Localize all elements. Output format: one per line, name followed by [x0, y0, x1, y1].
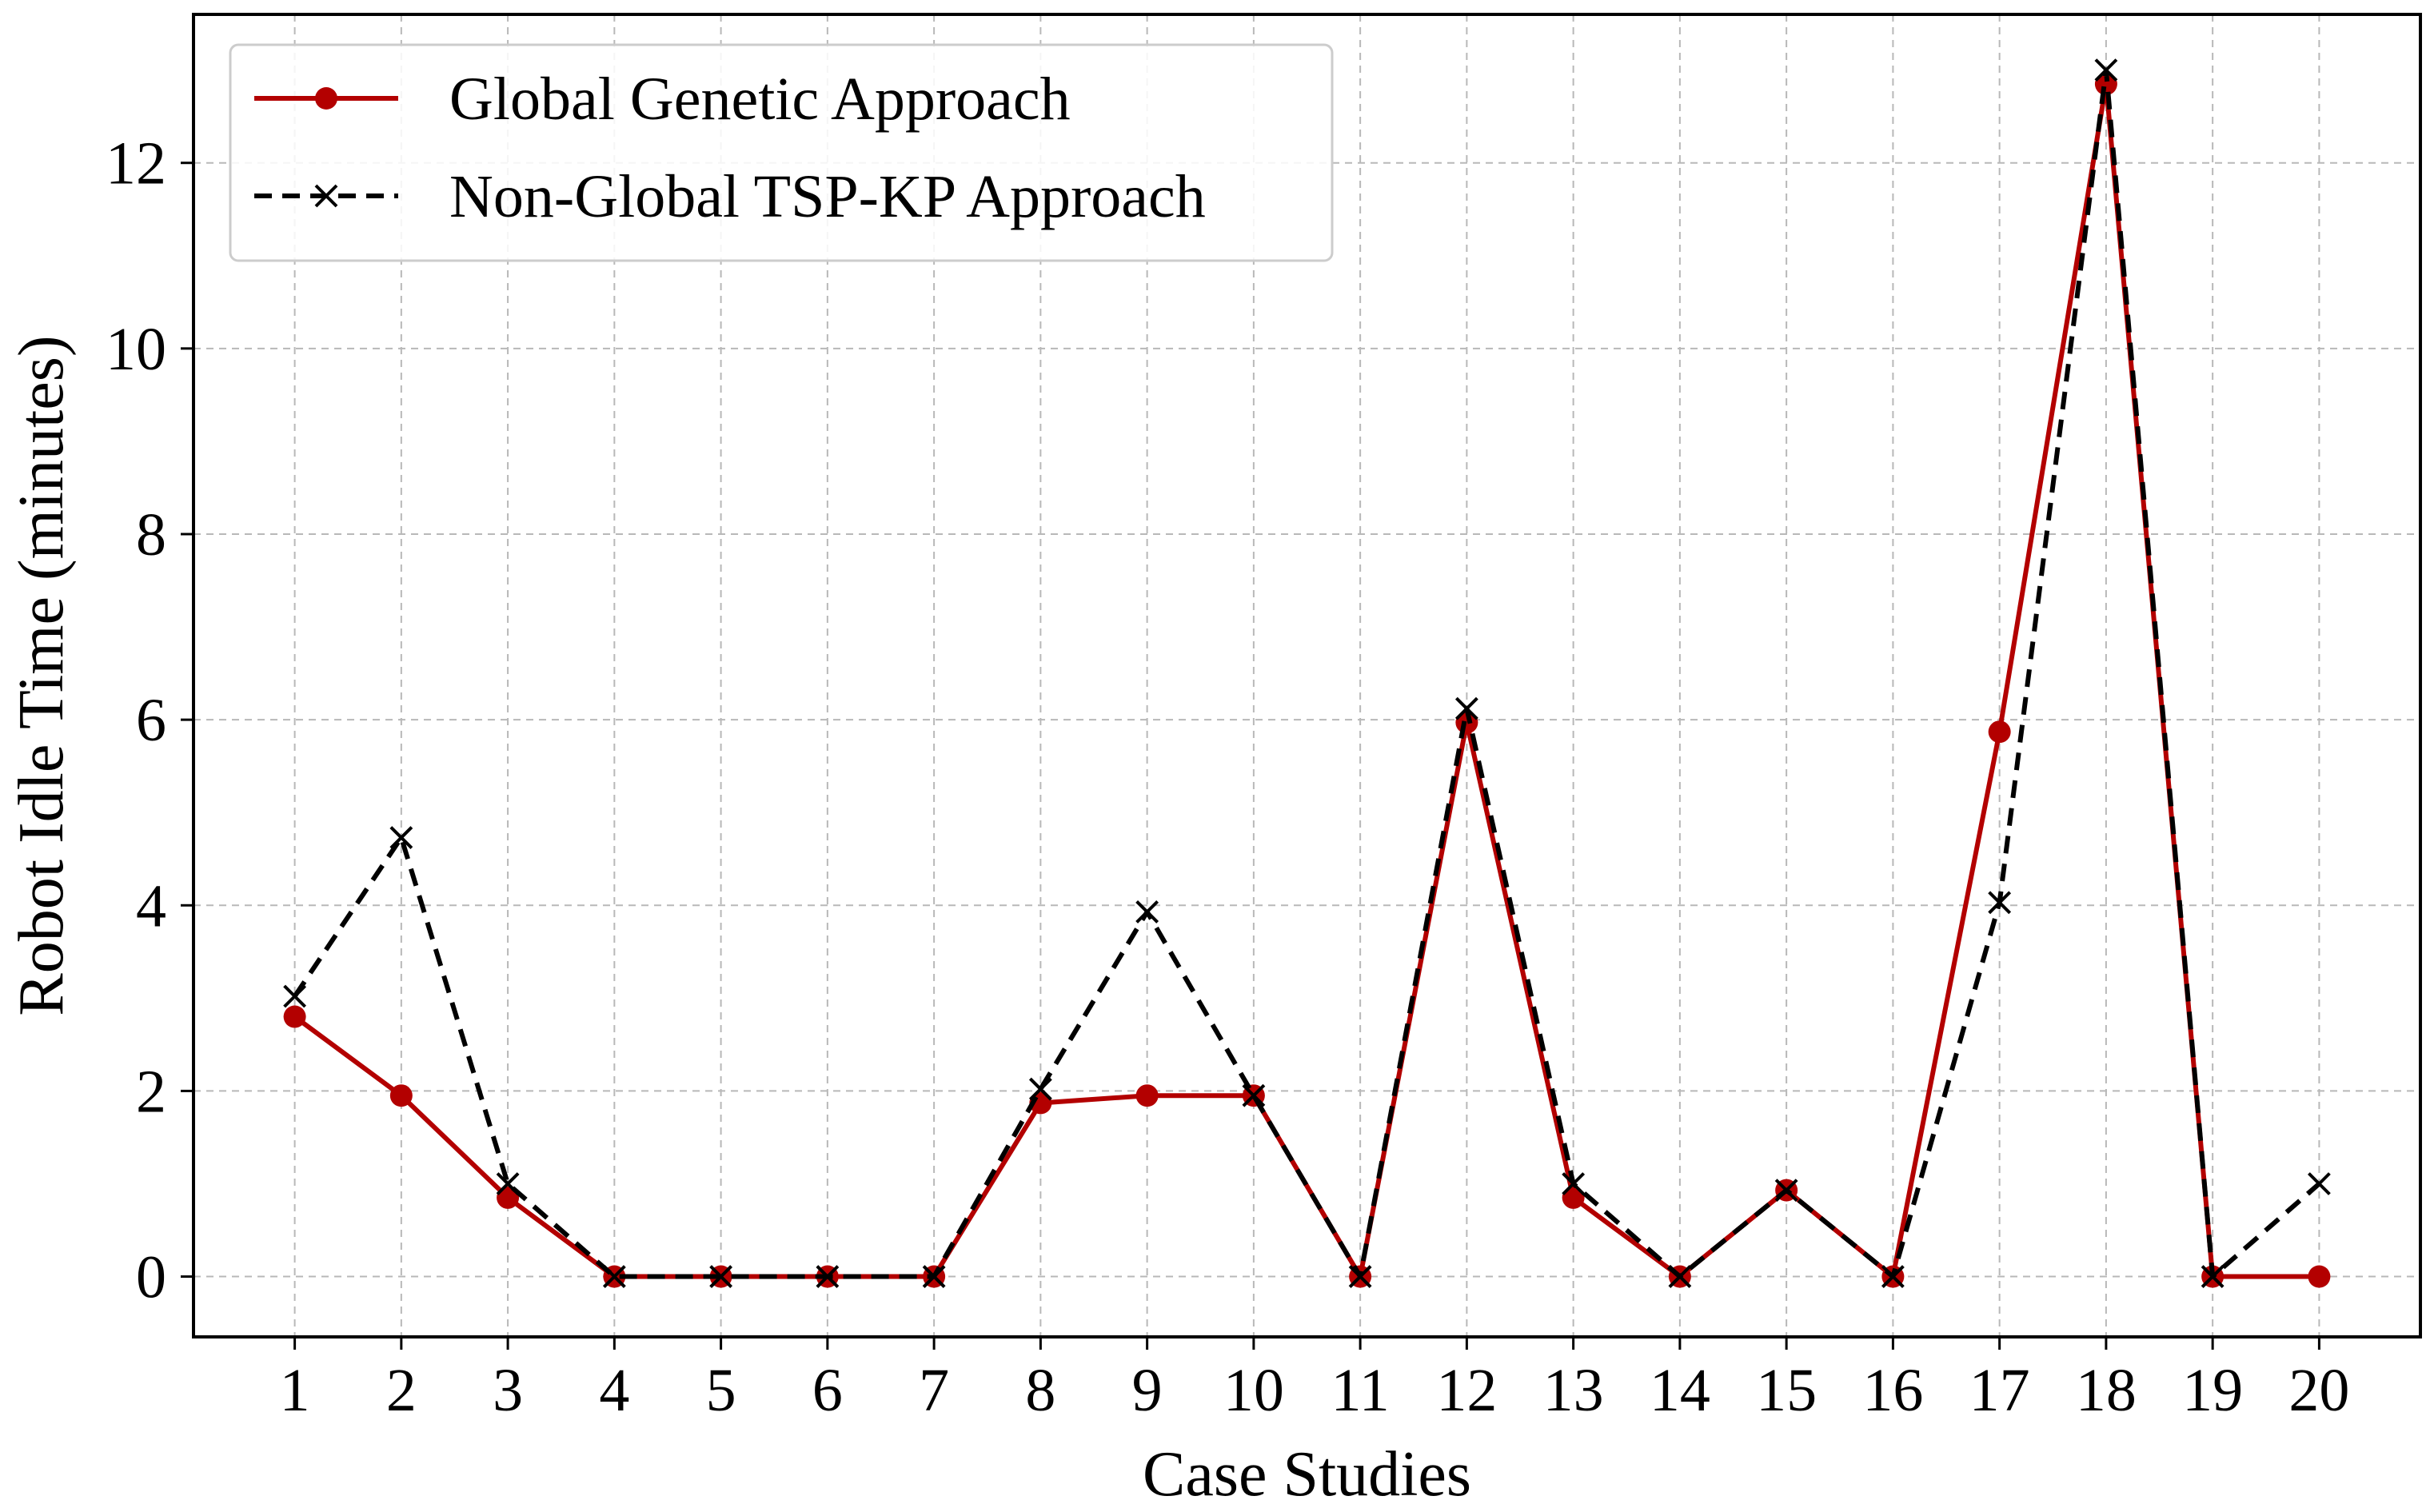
- data-point: [1988, 891, 2012, 915]
- data-point: [2308, 1265, 2331, 1288]
- legend-item: Non-Global TSP-KP Approach: [254, 163, 1206, 230]
- x-tick-label: 6: [812, 1357, 843, 1424]
- series: [283, 58, 2331, 1288]
- legend-box: [229, 43, 1334, 262]
- data-point: [816, 1265, 840, 1288]
- x-tick-label: 11: [1331, 1357, 1390, 1424]
- x-tick-label: 16: [1862, 1357, 1923, 1424]
- x-tick-label: 7: [919, 1357, 949, 1424]
- data-point: [2201, 1265, 2225, 1288]
- data-point: [2094, 58, 2118, 82]
- x-tick-label: 4: [599, 1357, 629, 1424]
- legend-item: Global Genetic Approach: [254, 66, 1071, 133]
- y-axis-title: Robot Idle Time (minutes): [6, 335, 77, 1015]
- x-tick-label: 1: [280, 1357, 310, 1424]
- data-point: [1135, 900, 1159, 924]
- data-point: [1454, 696, 1478, 720]
- x-axis-title: Case Studies: [1143, 1439, 1471, 1510]
- data-point: [283, 984, 307, 1008]
- series-line: [293, 67, 2321, 1279]
- data-point: [2094, 73, 2117, 96]
- legend-marker: [315, 87, 337, 110]
- data-point: [922, 1265, 946, 1288]
- x-tick-label: 5: [706, 1357, 736, 1424]
- y-tick-label: 12: [106, 130, 166, 197]
- y-tick-label: 10: [106, 316, 166, 383]
- x-tick-label: 18: [2076, 1357, 2137, 1424]
- y-tick-label: 0: [136, 1244, 166, 1311]
- data-point: [2307, 1172, 2331, 1195]
- legend-label: Non-Global TSP-KP Approach: [449, 163, 1206, 230]
- data-point: [1135, 1084, 1159, 1107]
- data-point: [1348, 1265, 1372, 1288]
- x-tick-label: 15: [1756, 1357, 1817, 1424]
- data-point: [1242, 1083, 1266, 1107]
- data-point: [602, 1265, 626, 1288]
- data-point: [497, 1186, 520, 1209]
- data-point: [1774, 1179, 1798, 1203]
- plot-frame: [192, 13, 2422, 1338]
- data-point: [389, 826, 413, 849]
- x-tick-label: 2: [386, 1357, 417, 1424]
- x-tick-label: 17: [1969, 1357, 2030, 1424]
- legend-label: Global Genetic Approach: [449, 66, 1071, 133]
- data-point: [1562, 1172, 1586, 1195]
- series-line: [293, 82, 2320, 1279]
- x-tick-label: 9: [1132, 1357, 1163, 1424]
- data-point: [389, 1084, 413, 1107]
- x-tick-label: 3: [493, 1357, 523, 1424]
- y-tick-label: 4: [136, 872, 166, 940]
- legend: Global Genetic Approach Non-Global TSP-KP…: [229, 43, 1334, 262]
- data-point: [1562, 1186, 1585, 1209]
- series-2: [283, 58, 2331, 1288]
- data-point: [1881, 1265, 1905, 1288]
- x-tick-label: 20: [2288, 1357, 2349, 1424]
- data-point: [1668, 1265, 1692, 1288]
- y-tick-label: 2: [136, 1058, 166, 1125]
- data-point: [709, 1265, 733, 1288]
- data-point: [496, 1172, 520, 1195]
- legend-marker: [314, 184, 338, 208]
- x-tick-label: 14: [1650, 1357, 1710, 1424]
- x-tick-label: 19: [2182, 1357, 2243, 1424]
- x-tick-label: 8: [1025, 1357, 1055, 1424]
- data-point: [283, 1005, 306, 1028]
- x-tick-label: 10: [1223, 1357, 1284, 1424]
- data-point: [1988, 720, 2011, 744]
- x-tick-label: 13: [1543, 1357, 1604, 1424]
- data-point: [1028, 1077, 1052, 1101]
- grid: [194, 14, 2420, 1337]
- x-tick-label: 12: [1436, 1357, 1497, 1424]
- y-tick-label: 8: [136, 501, 166, 568]
- y-tick-label: 6: [136, 687, 166, 754]
